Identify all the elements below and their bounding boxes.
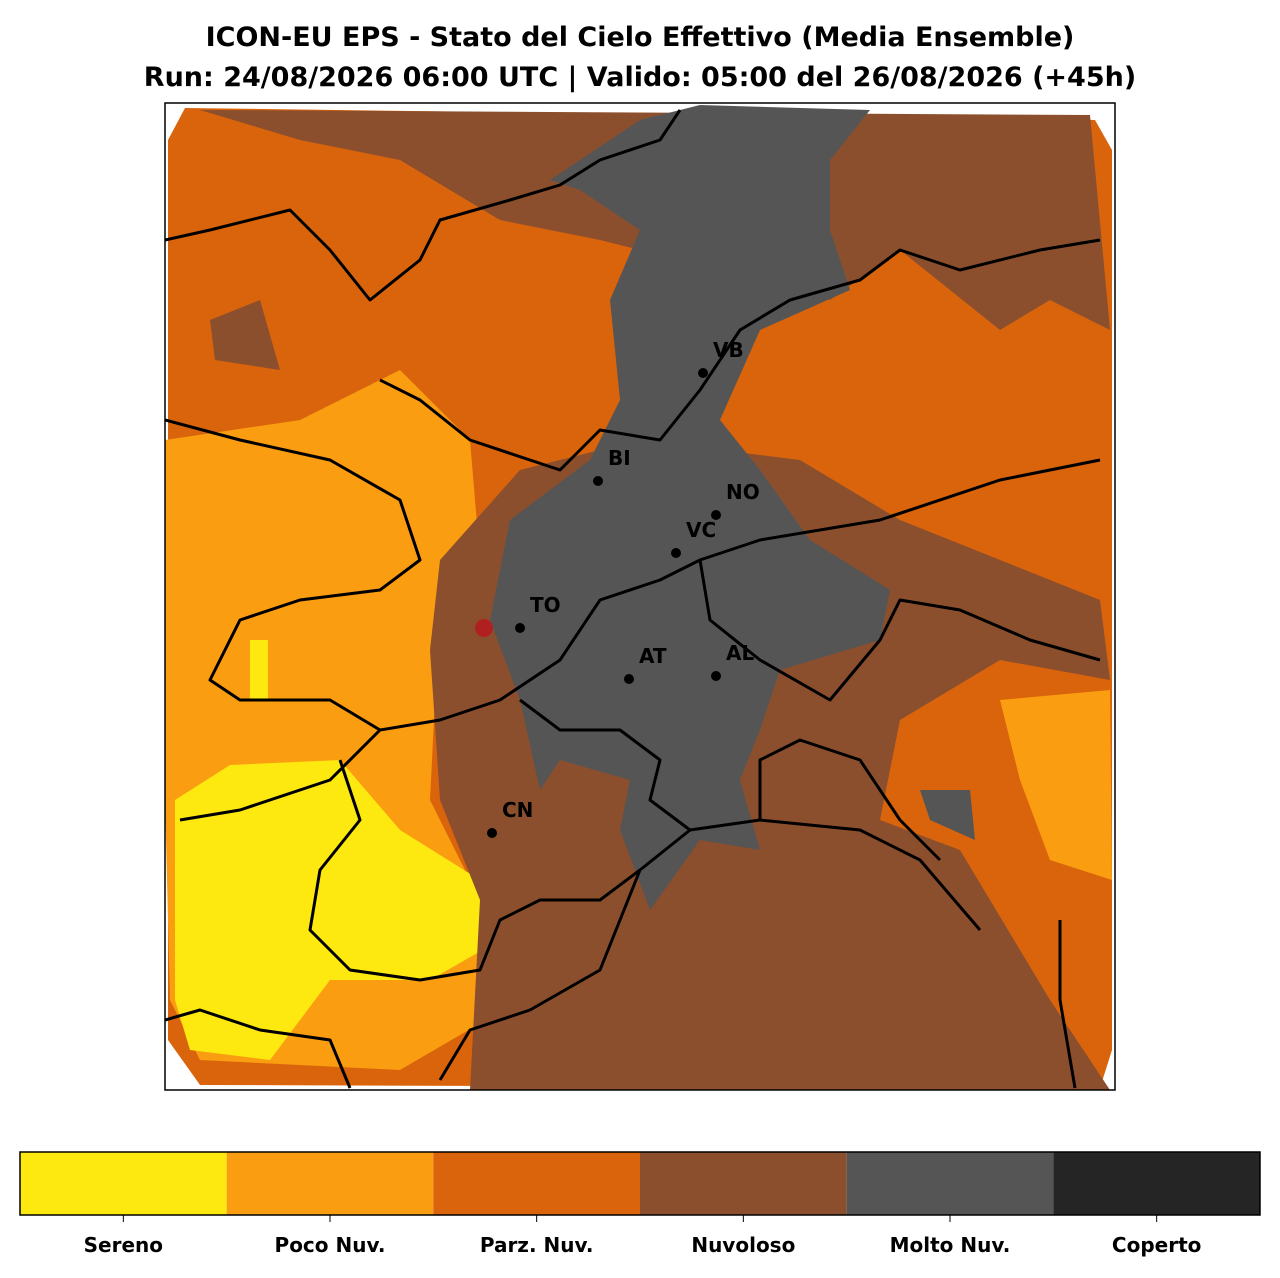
area-molto bbox=[490, 105, 975, 910]
colorbar-segment bbox=[846, 1152, 1054, 1215]
city-label: CN bbox=[502, 798, 533, 822]
colorbar-segment bbox=[226, 1152, 434, 1215]
colorbar-segment bbox=[20, 1152, 227, 1215]
title: ICON-EU EPS - Stato del Cielo Effettivo … bbox=[206, 22, 1075, 53]
colorbar-label: Poco Nuv. bbox=[275, 1233, 386, 1257]
colorbar-segment bbox=[640, 1152, 847, 1215]
city-label: NO bbox=[726, 480, 760, 504]
map: VB BI NO VC TO AT AL CN bbox=[164, 102, 1116, 1091]
colorbar-label: Parz. Nuv. bbox=[480, 1233, 594, 1257]
colorbar-label: Coperto bbox=[1112, 1233, 1201, 1257]
map-frame bbox=[164, 102, 1116, 1091]
city-dot bbox=[671, 548, 681, 558]
colorbar-segment bbox=[1053, 1152, 1260, 1215]
city-dot bbox=[698, 368, 708, 378]
colorbar-frame bbox=[19, 1151, 1261, 1216]
colorbar-label: Nuvoloso bbox=[691, 1233, 795, 1257]
colorbar-segment bbox=[433, 1152, 640, 1215]
city-label: TO bbox=[530, 593, 561, 617]
subtitle: Run: 24/08/2026 06:00 UTC | Valido: 05:0… bbox=[144, 62, 1136, 93]
city-dot bbox=[593, 476, 603, 486]
city-dot bbox=[515, 623, 525, 633]
boundary bbox=[165, 109, 1101, 1089]
city-label: AT bbox=[639, 644, 667, 668]
city-dot bbox=[624, 674, 634, 684]
city-label: BI bbox=[608, 446, 631, 470]
city-label: VC bbox=[686, 518, 716, 542]
colorbar-label: Sereno bbox=[84, 1233, 163, 1257]
city-dot bbox=[487, 828, 497, 838]
colorbar-label: Molto Nuv. bbox=[890, 1233, 1011, 1257]
cities: VB BI NO VC TO AT AL CN bbox=[487, 338, 760, 838]
colorbar: Sereno Poco Nuv. Parz. Nuv. Nuvoloso Molto N… bbox=[19, 1151, 1261, 1257]
marker bbox=[475, 619, 493, 637]
city-dot bbox=[711, 671, 721, 681]
city-label: VB bbox=[713, 338, 744, 362]
city-label: AL bbox=[726, 641, 754, 665]
city-dot bbox=[711, 510, 721, 520]
